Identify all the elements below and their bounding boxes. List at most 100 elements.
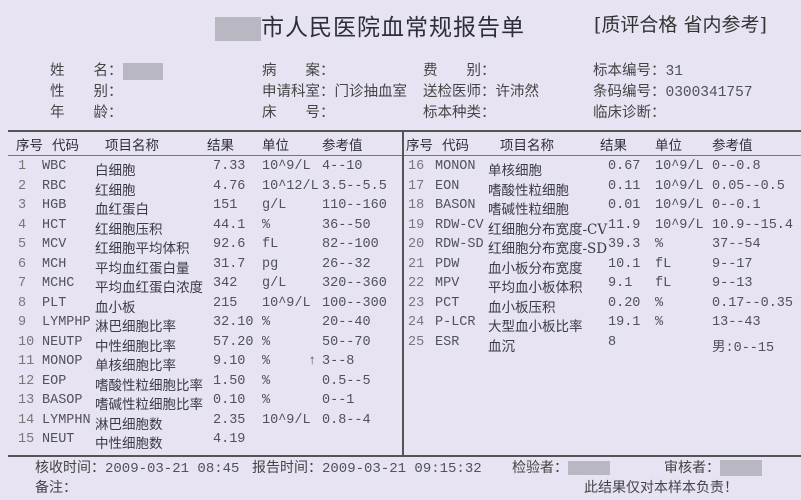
cell-no: 1 xyxy=(18,159,27,174)
cell-no: 14 xyxy=(18,412,35,428)
info-label: 性 别： xyxy=(50,84,123,100)
cell-ref: 0.8--4 xyxy=(322,412,371,428)
cell-name: 嗜碱性粒细胞比率 xyxy=(95,397,203,413)
cell-no: 6 xyxy=(18,256,27,272)
cell-code: MCV xyxy=(42,237,67,252)
table-bottom-rule xyxy=(8,455,801,457)
column-header-unit: 单位 xyxy=(655,138,682,154)
cell-name: 红细胞分布宽度-SD xyxy=(488,241,608,257)
info-label: 条码编号： xyxy=(593,84,666,100)
cell-result: 10.1 xyxy=(608,256,641,272)
info-field: 病 案： xyxy=(262,59,335,80)
cell-name: 血沉 xyxy=(488,338,515,355)
cell-ref: 37--54 xyxy=(712,237,761,252)
cell-no: 2 xyxy=(18,178,27,194)
info-field: 条码编号：0300341757 xyxy=(593,80,753,101)
cell-ref: 9--17 xyxy=(712,256,753,272)
cell-no: 3 xyxy=(18,198,27,213)
cell-unit: % xyxy=(262,315,271,330)
cell-name: 红细胞压积 xyxy=(95,221,163,238)
reviewer-label: 审核者： xyxy=(664,460,720,476)
cell-result: 57.20 xyxy=(213,334,254,350)
cell-result: 4.76 xyxy=(213,178,246,194)
cell-ref: 26--32 xyxy=(322,256,371,272)
cell-no: 20 xyxy=(408,237,425,252)
cell-result: 32.10 xyxy=(213,315,254,330)
info-field: 床 号： xyxy=(262,101,335,122)
header-rule xyxy=(8,155,801,156)
cell-name: 血小板压积 xyxy=(488,299,556,316)
cell-unit: 10^9/L xyxy=(262,295,311,311)
cell-no: 25 xyxy=(408,334,425,350)
cell-code: LYMPHP xyxy=(42,315,91,330)
info-label: 标本种类： xyxy=(423,105,496,121)
info-value: 0300341757 xyxy=(665,85,753,101)
info-field: 性 别： xyxy=(50,80,123,101)
info-label: 临床诊断： xyxy=(593,105,666,121)
tester: 检验者： xyxy=(512,457,610,477)
cell-unit: 10^12/L xyxy=(262,178,319,194)
report-time: 报告时间：2009-03-21 09:15:32 xyxy=(252,457,482,477)
cell-code: MCH xyxy=(42,256,67,272)
cell-unit: 10^9/L xyxy=(262,412,311,428)
cell-result: 0.11 xyxy=(608,178,641,194)
cell-ref: 110--160 xyxy=(322,198,387,213)
cell-code: LYMPHN xyxy=(42,412,91,428)
cell-name: 大型血小板比率 xyxy=(488,319,583,335)
cell-code: MONON xyxy=(435,159,476,174)
cell-ref: 13--43 xyxy=(712,315,761,330)
cell-no: 17 xyxy=(408,178,425,194)
cell-result: 9.1 xyxy=(608,276,633,291)
cell-result: 7.33 xyxy=(213,159,246,174)
column-header-name: 项目名称 xyxy=(500,138,554,154)
info-label: 年 龄： xyxy=(50,105,123,121)
cell-unit: % xyxy=(262,354,271,369)
info-field: 申请科室：门诊抽血室 xyxy=(262,80,407,101)
cell-code: EON xyxy=(435,178,460,194)
cell-result: 8 xyxy=(608,334,617,350)
cell-ref: 男:0--15 xyxy=(712,340,775,356)
cell-unit: 10^9/L xyxy=(655,217,704,233)
cell-result: 2.35 xyxy=(213,412,246,428)
redacted-hospital-name xyxy=(215,17,261,41)
cell-unit: % xyxy=(655,237,664,252)
cell-name: 平均血小板体积 xyxy=(488,280,583,296)
cell-unit: 10^9/L xyxy=(655,198,704,213)
cell-name: 淋巴细胞数 xyxy=(95,416,163,433)
cell-unit: pg xyxy=(262,256,279,272)
cell-flag: ↑ xyxy=(308,354,317,369)
cell-no: 13 xyxy=(18,393,35,408)
info-field: 费 别： xyxy=(423,59,496,80)
cell-unit: % xyxy=(655,295,664,311)
cell-name: 嗜酸性粒细胞 xyxy=(488,182,569,199)
cell-unit: g/L xyxy=(262,198,287,213)
cell-unit: % xyxy=(655,315,664,330)
cell-ref: 3.5--5.5 xyxy=(322,178,387,194)
cell-no: 19 xyxy=(408,217,425,233)
cell-no: 18 xyxy=(408,198,425,213)
cell-code: PDW xyxy=(435,256,460,272)
cell-code: EOP xyxy=(42,373,67,389)
info-label: 送检医师： xyxy=(423,84,496,100)
cell-no: 24 xyxy=(408,315,425,330)
cell-code: BASOP xyxy=(42,393,83,408)
cell-result: 19.1 xyxy=(608,315,641,330)
cell-result: 44.1 xyxy=(213,217,246,233)
cell-no: 4 xyxy=(18,217,27,233)
cell-unit: fL xyxy=(262,237,279,252)
quality-badge: [质评合格 省内参考] xyxy=(594,14,767,36)
cell-unit: fL xyxy=(655,276,672,291)
cell-result: 151 xyxy=(213,198,238,213)
cell-result: 31.7 xyxy=(213,256,246,272)
cell-ref: 0--1 xyxy=(322,393,355,408)
column-header-ref: 参考值 xyxy=(712,138,753,154)
cell-ref: 20--40 xyxy=(322,315,371,330)
receive-value: 2009-03-21 08:45 xyxy=(105,461,240,477)
cell-code: RDW-SD xyxy=(435,237,484,252)
report-title: 市人民医院血常规报告单 xyxy=(215,8,525,42)
info-label: 标本编号： xyxy=(593,63,666,79)
cell-name: 血小板 xyxy=(95,299,136,316)
cell-code: BASON xyxy=(435,198,476,213)
info-value: 31 xyxy=(665,64,683,80)
cell-result: 0.67 xyxy=(608,159,641,174)
